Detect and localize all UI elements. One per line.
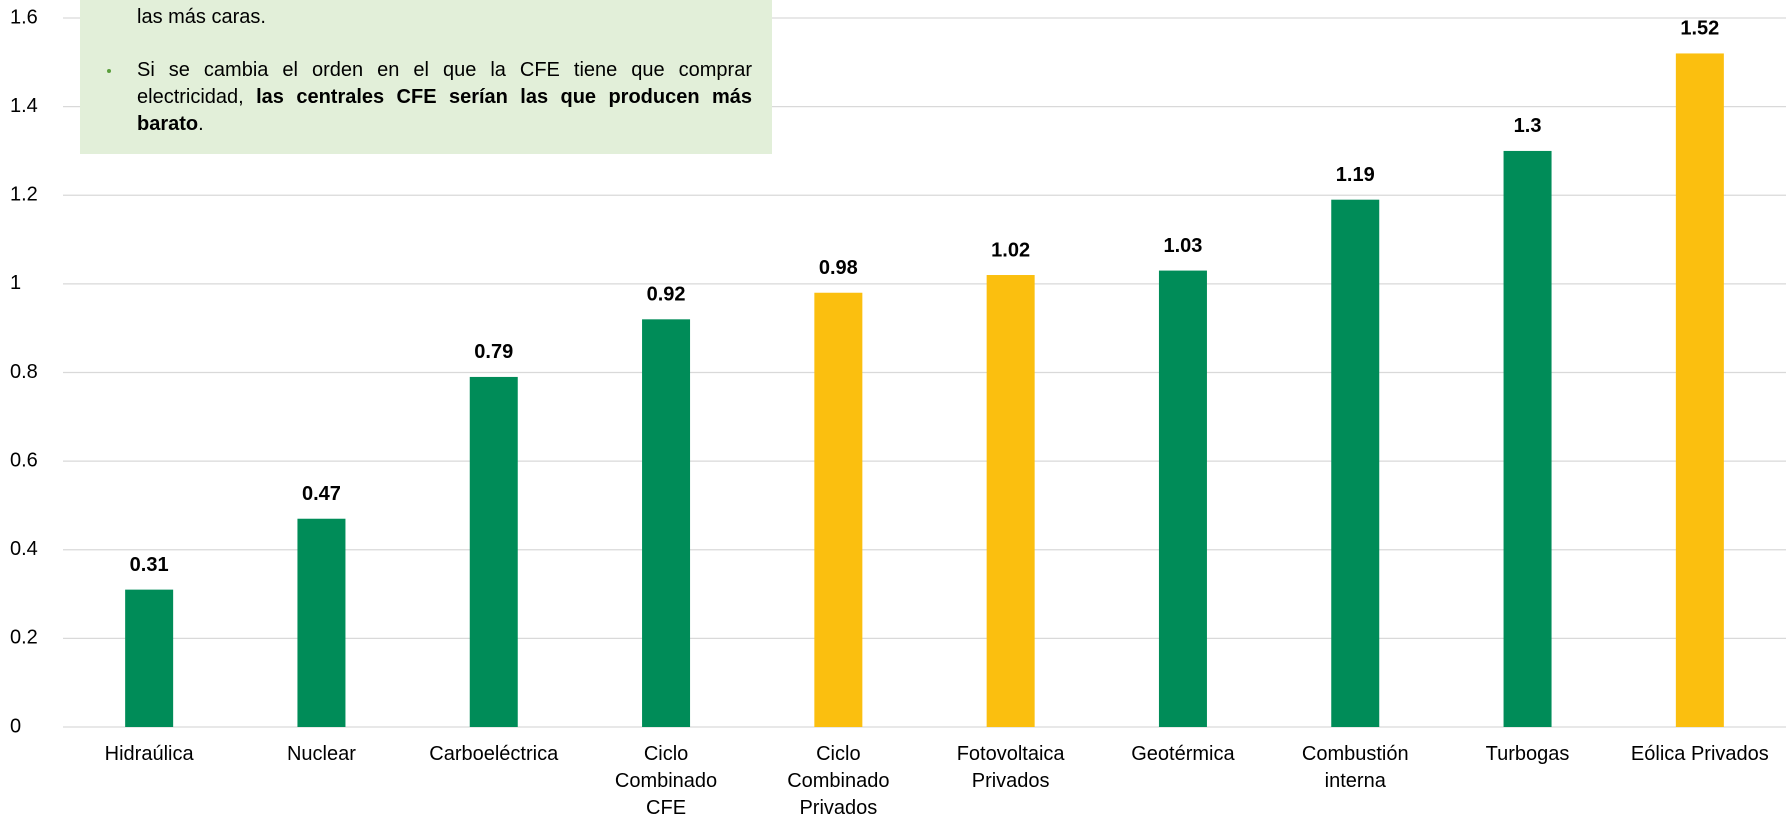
value-label: 0.79 [474,341,513,363]
x-tick-label: Carboeléctrica [414,741,574,768]
note-list: Si se cambia el orden en el que la CFE t… [137,57,752,138]
bar [297,519,345,727]
x-tick-label: Eólica Privados [1610,741,1786,768]
x-tick-label: Ciclo Combinado Privados [778,741,898,821]
page: 0 0.2 0.4 0.6 0.8 1 1.2 1.4 1.6 0.31 0.47 0.79 0.92 0… [0,0,1786,821]
y-tick-label: 1.6 [10,6,38,28]
y-tick-label: 1 [10,272,21,294]
bar [642,319,690,727]
x-tick-label: Hidraúlica [69,741,229,768]
x-tick-label: Combustión interna [1285,741,1425,795]
value-label: 1.52 [1680,18,1719,40]
value-label: 1.3 [1514,115,1542,137]
value-label: 0.47 [302,483,341,505]
bar [1504,151,1552,727]
y-tick-label: 1.2 [10,184,38,206]
y-tick-label: 1.4 [10,95,38,117]
bar [1159,271,1207,727]
note-bullet: Si se cambia el orden en el que la CFE t… [137,57,752,138]
bar [1676,53,1724,727]
y-tick-label: 0.4 [10,538,38,560]
bar [987,275,1035,727]
y-tick-label: 0.8 [10,361,38,383]
value-label: 0.31 [130,554,169,576]
bar [470,377,518,727]
note-text: las más caras. [137,4,752,31]
x-tick-label: Ciclo Combinado CFE [606,741,726,821]
x-tick-label: Nuclear [241,741,401,768]
x-tick-label: Fotovoltaica Privados [941,741,1081,795]
value-label: 1.19 [1336,164,1375,186]
bar [1331,200,1379,727]
note-box: las más caras. Si se cambia el orden en … [80,0,772,154]
value-label: 1.03 [1163,235,1202,257]
bar [125,590,173,727]
bar [814,293,862,727]
value-label: 1.02 [991,239,1030,261]
y-tick-label: 0 [10,715,21,737]
y-tick-label: 0.6 [10,449,38,471]
value-label: 0.92 [647,284,686,306]
y-tick-label: 0.2 [10,627,38,649]
value-label: 0.98 [819,257,858,279]
x-tick-label: Turbogas [1448,741,1608,768]
note-text: . [198,113,204,135]
x-tick-label: Geotérmica [1103,741,1263,768]
